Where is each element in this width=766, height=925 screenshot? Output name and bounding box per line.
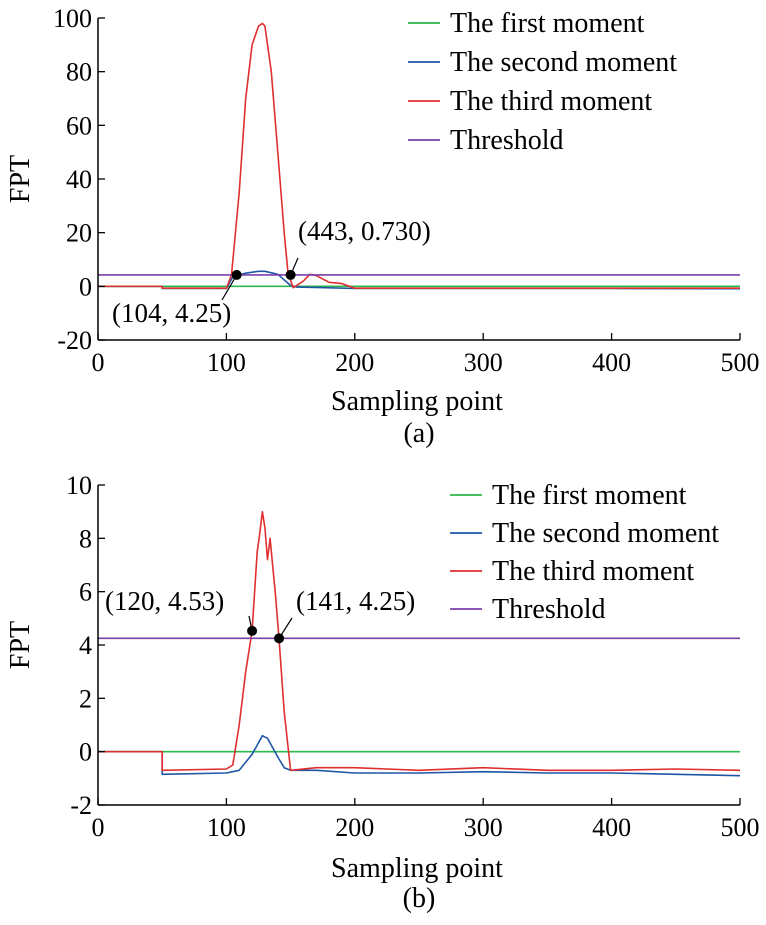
y-tick-label: 10: [66, 471, 92, 500]
legend: The first moment The second moment The thi…: [450, 480, 719, 625]
y-tick-label: 20: [66, 219, 92, 248]
y-tick-label: 80: [66, 58, 92, 87]
legend: The first moment The second moment The thi…: [408, 8, 677, 156]
series-line-the-second-moment: [98, 734, 741, 777]
y-tick-label: 6: [79, 578, 92, 607]
x-tick-label: 300: [464, 813, 503, 842]
y-tick-label: 40: [66, 165, 92, 194]
annotation-label: (443, 0.730): [298, 216, 431, 246]
y-tick-label: 2: [79, 684, 92, 713]
annotation-label: (120, 4.53): [105, 586, 224, 616]
annotation-marker: [274, 633, 285, 644]
legend-entry-label: Threshold: [450, 125, 564, 156]
series-line-the-third-moment: [98, 22, 740, 290]
legend-entry-label: The second moment: [492, 518, 719, 549]
legend-entry-label: The first moment: [450, 8, 645, 39]
y-tick-label: 0: [79, 738, 92, 767]
legend-entry-label: The third moment: [450, 86, 652, 117]
x-axis-label: Sampling point: [331, 853, 503, 884]
y-axis-label: FPT: [5, 621, 36, 669]
x-tick-label: 200: [335, 813, 374, 842]
legend-entry-label: The second moment: [450, 47, 677, 78]
chart-panel-a: 0 100 200 300 400 500-20020406080100Sampling …: [5, 4, 760, 449]
annotation-label: (104, 4.25): [112, 298, 231, 328]
x-tick-label: 100: [207, 813, 246, 842]
y-tick-label: 100: [53, 4, 92, 33]
legend-entry-label: Threshold: [492, 594, 606, 625]
annotation-marker: [231, 269, 242, 280]
y-tick-label: 8: [79, 524, 92, 553]
panel-caption: (a): [403, 418, 434, 449]
x-tick-label: 300: [464, 348, 503, 377]
y-axis-label: FPT: [5, 155, 36, 203]
x-tick-label: 100: [207, 348, 246, 377]
annotation-label: (141, 4.25): [296, 586, 415, 616]
x-tick-label: 500: [721, 813, 760, 842]
annotation-marker: [285, 269, 296, 280]
y-tick-label: -2: [70, 791, 92, 820]
x-tick-label: 500: [721, 348, 760, 377]
x-tick-label: 400: [592, 348, 631, 377]
legend-entry-label: The first moment: [492, 480, 687, 511]
x-axis-label: Sampling point: [331, 386, 503, 417]
y-tick-label: 4: [79, 631, 92, 660]
x-tick-label: 200: [335, 348, 374, 377]
y-tick-label: 0: [79, 272, 92, 301]
x-tick-label: 0: [92, 348, 105, 377]
panel-caption: (b): [403, 883, 436, 914]
y-tick-label: 60: [66, 111, 92, 140]
x-tick-label: 0: [92, 813, 105, 842]
annotation-marker: [247, 625, 258, 636]
y-tick-label: -20: [57, 326, 92, 355]
series-line-the-third-moment: [98, 510, 741, 772]
x-tick-label: 400: [592, 813, 631, 842]
legend-entry-label: The third moment: [492, 556, 694, 587]
